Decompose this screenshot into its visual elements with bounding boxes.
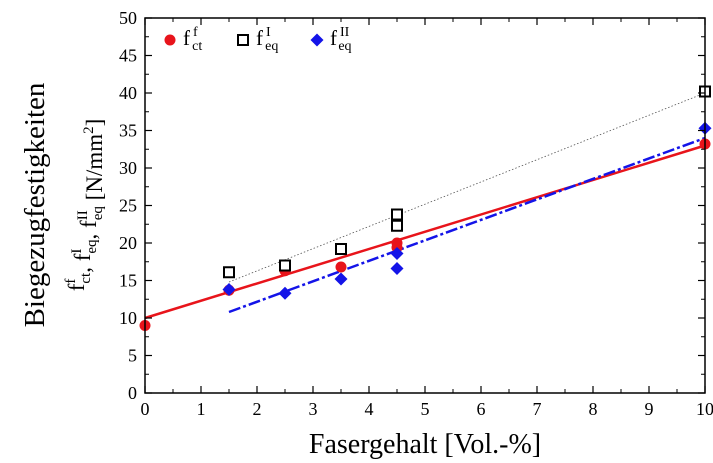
- legend-marker-diamond: [310, 33, 324, 47]
- y-tick-label: 30: [119, 158, 137, 178]
- data-point-open-square: [391, 208, 403, 221]
- y-tick-label: 20: [119, 233, 137, 253]
- y-tick-label: 25: [119, 196, 137, 216]
- data-point-diamond: [222, 283, 236, 296]
- x-tick-label: 5: [421, 399, 430, 419]
- y-tick-label: 50: [119, 8, 137, 28]
- x-tick-label: 3: [309, 399, 318, 419]
- trend-line-diamond: [228, 136, 706, 314]
- data-point-diamond: [390, 262, 404, 275]
- data-point-open-square: [335, 243, 347, 255]
- legend-label: f II eq: [330, 25, 352, 54]
- data-point-circle: [335, 261, 347, 273]
- x-tick-label: 10: [696, 399, 713, 419]
- x-tick-label: 6: [477, 399, 486, 419]
- legend-marker-open-square: [237, 34, 249, 46]
- plot-frame: [144, 17, 706, 394]
- y-axis-label-line1: Biegezugfestigkeiten: [19, 82, 51, 327]
- x-tick-label: 9: [645, 399, 654, 419]
- axis-labels: Fasergehalt [Vol.-%] Biegezugfestigkeiten…: [19, 82, 541, 460]
- x-tick-label: 1: [197, 399, 206, 419]
- trend-lines: [144, 92, 706, 320]
- trend-line-circle: [144, 144, 706, 320]
- x-tick-label: 4: [365, 399, 374, 419]
- x-tick-label: 7: [533, 399, 542, 419]
- y-tick-label: 0: [128, 383, 137, 403]
- data-point-open-square: [223, 266, 235, 279]
- data-point-diamond: [278, 286, 292, 300]
- y-tick-label: 40: [119, 83, 137, 103]
- y-tick-label: 15: [119, 271, 137, 291]
- data-point-open-square: [391, 219, 403, 232]
- x-tick-label: 8: [589, 399, 598, 419]
- data-point-open-square: [279, 259, 291, 272]
- x-tick-label: 0: [141, 399, 150, 419]
- data-point-diamond: [390, 247, 404, 260]
- y-tick-label: 35: [119, 121, 137, 141]
- legend-marker-circle: [164, 34, 176, 46]
- x-axis-label: Fasergehalt [Vol.-%]: [309, 429, 541, 460]
- legend-label: f f ct: [183, 25, 202, 54]
- trend-line-open-square: [228, 92, 706, 283]
- data-point-diamond: [334, 272, 348, 286]
- y-tick-label: 10: [119, 308, 137, 328]
- data-point-circle: [391, 237, 403, 249]
- y-axis-label-line2: ffct, fIeq, fIIeq [N/mm2]: [63, 119, 107, 292]
- y-tick-label: 5: [128, 346, 137, 366]
- x-tick-label: 2: [253, 399, 262, 419]
- y-tick-label: 45: [119, 46, 137, 66]
